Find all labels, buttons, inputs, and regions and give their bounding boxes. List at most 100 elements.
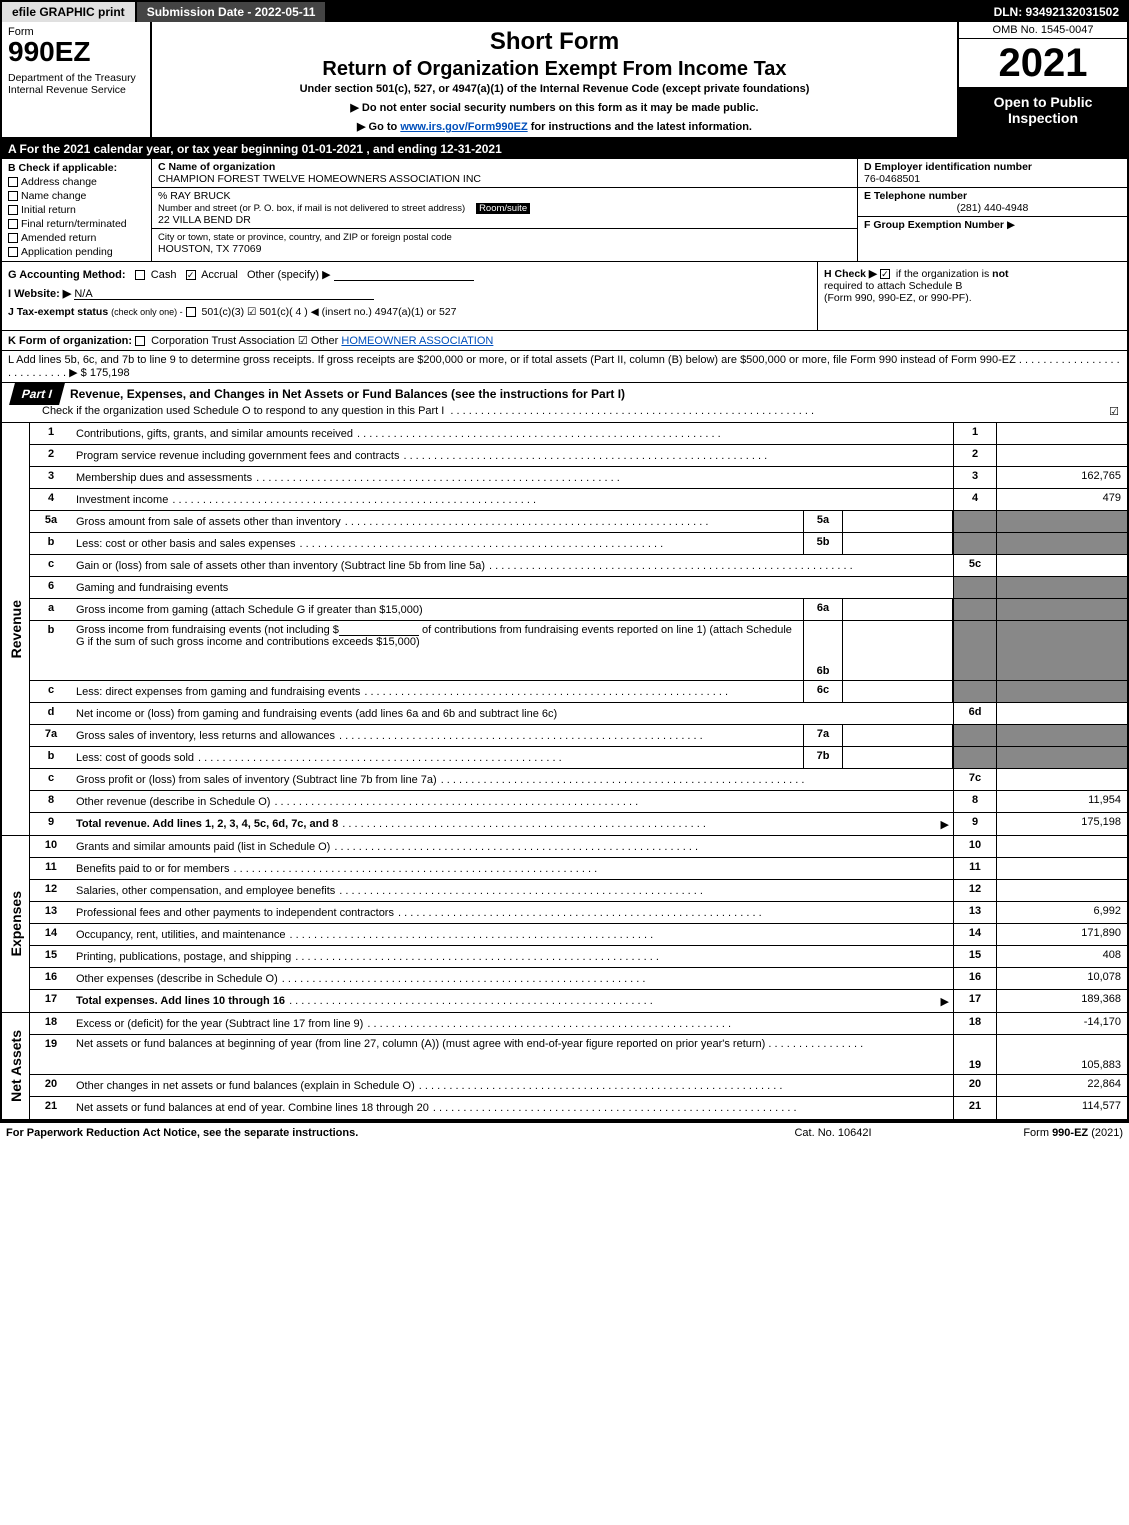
form-990ez: efile GRAPHIC print Submission Date - 20… <box>0 0 1129 1123</box>
amt-15: 408 <box>997 946 1127 967</box>
revenue-lines: 1 Contributions, gifts, grants, and simi… <box>30 423 1127 835</box>
amt-6d <box>997 703 1127 724</box>
net-assets-lines: 18 Excess or (deficit) for the year (Sub… <box>30 1013 1127 1119</box>
other-specify-input[interactable] <box>334 269 474 281</box>
sub-7a <box>843 725 953 746</box>
line-6: 6 Gaming and fundraising events <box>30 577 1127 599</box>
amt-19: 105,883 <box>997 1035 1127 1074</box>
b-opt-pending: Application pending <box>8 246 145 258</box>
part-sub-row: Check if the organization used Schedule … <box>2 405 1127 422</box>
amt-11 <box>997 858 1127 879</box>
footer-catalog: Cat. No. 10642I <box>743 1127 923 1139</box>
amt-18: -14,170 <box>997 1013 1127 1034</box>
ein-block: D Employer identification number 76-0468… <box>858 159 1127 188</box>
footer-right: Form 990-EZ (2021) <box>923 1127 1123 1139</box>
submission-date: Submission Date - 2022-05-11 <box>137 2 326 22</box>
amt-17: 189,368 <box>997 990 1127 1012</box>
line-6c: c Less: direct expenses from gaming and … <box>30 681 1127 703</box>
expenses-section: Expenses 10 Grants and similar amounts p… <box>2 836 1127 1013</box>
h-pre: H Check ▶ <box>824 268 877 280</box>
j-line: J Tax-exempt status (check only one) - 5… <box>8 306 811 318</box>
line-11: 11 Benefits paid to or for members. . . … <box>30 858 1127 880</box>
row-l: L Add lines 5b, 6c, and 7b to line 9 to … <box>2 351 1127 383</box>
sub-6a <box>843 599 953 620</box>
form-subtitle: Under section 501(c), 527, or 4947(a)(1)… <box>160 83 949 95</box>
checkbox-name-change[interactable] <box>8 191 18 201</box>
department: Department of the Treasury Internal Reve… <box>8 72 144 96</box>
fge-arrow: ▶ <box>1007 219 1015 231</box>
care-of: % RAY BRUCK <box>158 190 231 202</box>
tax-year: 2021 <box>959 39 1127 88</box>
line-7c: c Gross profit or (loss) from sales of i… <box>30 769 1127 791</box>
phone: (281) 440-4948 <box>864 202 1121 214</box>
b-label: B Check if applicable: <box>8 162 145 174</box>
fge-label: F Group Exemption Number <box>864 219 1004 231</box>
checkbox-501c3[interactable] <box>186 307 196 317</box>
j-opts: 501(c)(3) ☑ 501(c)( 4 ) ◀ (insert no.) 4… <box>201 306 456 318</box>
line-21: 21 Net assets or fund balances at end of… <box>30 1097 1127 1119</box>
row-a: A For the 2021 calendar year, or tax yea… <box>2 139 1127 159</box>
checkbox-application-pending[interactable] <box>8 247 18 257</box>
b-opt-amended: Amended return <box>8 232 145 244</box>
c-name-label: C Name of organization <box>158 161 275 173</box>
h-post2: (Form 990, 990-EZ, or 990-PF). <box>824 292 972 304</box>
line-5b: b Less: cost or other basis and sales ex… <box>30 533 1127 555</box>
k-link[interactable]: HOMEOWNER ASSOCIATION <box>341 335 493 347</box>
part-label: Part I <box>9 383 65 405</box>
j-note: (check only one) - <box>111 307 183 317</box>
spacer <box>325 2 985 22</box>
org-name-block: C Name of organization CHAMPION FOREST T… <box>152 159 857 188</box>
part-checked: ☑ <box>1109 405 1119 418</box>
checkbox-h[interactable] <box>880 269 890 279</box>
checkbox-address-change[interactable] <box>8 177 18 187</box>
checkbox-initial-return[interactable] <box>8 205 18 215</box>
line-8: 8 Other revenue (describe in Schedule O)… <box>30 791 1127 813</box>
phone-block: E Telephone number (281) 440-4948 <box>858 188 1127 217</box>
street: 22 VILLA BEND DR <box>158 214 251 226</box>
checkbox-amended-return[interactable] <box>8 233 18 243</box>
j-label: J Tax-exempt status <box>8 306 108 318</box>
city-block: City or town, state or province, country… <box>152 229 857 257</box>
header-left: Form 990EZ Department of the Treasury In… <box>2 22 152 137</box>
street-block: % RAY BRUCK Number and street (or P. O. … <box>152 188 857 229</box>
checkbox-corp[interactable] <box>135 336 145 346</box>
efile-print-button[interactable]: efile GRAPHIC print <box>2 2 135 22</box>
street-label: Number and street (or P. O. box, if mail… <box>158 203 465 214</box>
amt-21: 114,577 <box>997 1097 1127 1119</box>
footer-left: For Paperwork Reduction Act Notice, see … <box>6 1127 743 1139</box>
expenses-label: Expenses <box>2 836 30 1012</box>
line-10: 10 Grants and similar amounts paid (list… <box>30 836 1127 858</box>
line-13: 13 Professional fees and other payments … <box>30 902 1127 924</box>
net-assets-label: Net Assets <box>2 1013 30 1119</box>
k-pre: K Form of organization: <box>8 335 132 347</box>
top-bar: efile GRAPHIC print Submission Date - 20… <box>2 2 1127 22</box>
col-def: D Employer identification number 76-0468… <box>857 159 1127 261</box>
instr2-post: for instructions and the latest informat… <box>528 121 752 133</box>
open-to-public: Open to Public Inspection <box>959 88 1127 137</box>
line-6a: a Gross income from gaming (attach Sched… <box>30 599 1127 621</box>
irs-link[interactable]: www.irs.gov/Form990EZ <box>400 121 527 133</box>
b-opt-name: Name change <box>8 190 145 202</box>
ein-label: D Employer identification number <box>864 161 1032 173</box>
checkbox-cash[interactable] <box>135 270 145 280</box>
checkbox-final-return[interactable] <box>8 219 18 229</box>
short-form-title: Short Form <box>160 28 949 56</box>
instr2-pre: ▶ Go to <box>357 121 400 133</box>
fundraising-contrib-input[interactable] <box>339 624 419 636</box>
line-6d: d Net income or (loss) from gaming and f… <box>30 703 1127 725</box>
form-number: 990EZ <box>8 38 144 66</box>
org-name: CHAMPION FOREST TWELVE HOMEOWNERS ASSOCI… <box>158 173 481 185</box>
line-16: 16 Other expenses (describe in Schedule … <box>30 968 1127 990</box>
sub-5b <box>843 533 953 554</box>
arrow-icon: ▶ <box>941 818 949 831</box>
sub-7b <box>843 747 953 768</box>
l-text: L Add lines 5b, 6c, and 7b to line 9 to … <box>8 354 1016 366</box>
col-c: C Name of organization CHAMPION FOREST T… <box>152 159 857 261</box>
line-9: 9 Total revenue. Add lines 1, 2, 3, 4, 5… <box>30 813 1127 835</box>
amt-3: 162,765 <box>997 467 1127 488</box>
b-opt-address: Address change <box>8 176 145 188</box>
amt-20: 22,864 <box>997 1075 1127 1096</box>
part-1-header: Part I Revenue, Expenses, and Changes in… <box>2 383 1127 423</box>
section-ghij: G Accounting Method: Cash Accrual Other … <box>2 262 1127 331</box>
checkbox-accrual[interactable] <box>186 270 196 280</box>
